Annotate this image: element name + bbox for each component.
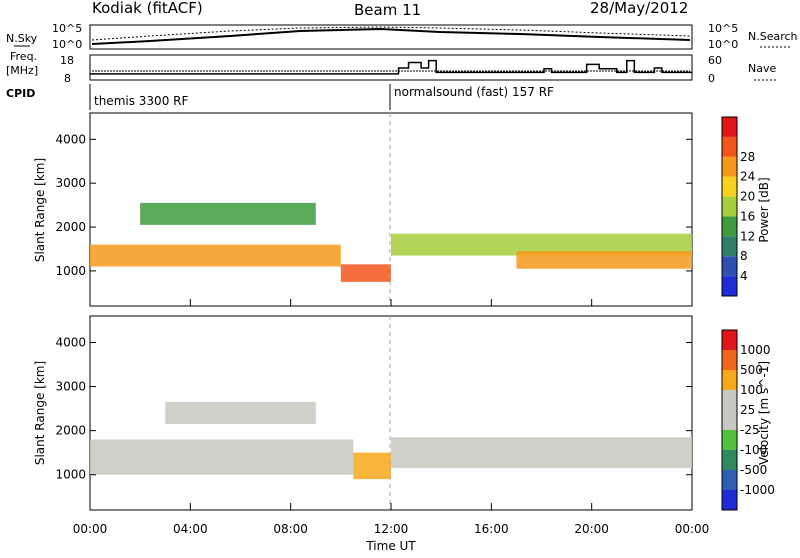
noise-rtick-top: 10^5 <box>708 22 738 35</box>
n-search-label: N.Search <box>748 30 798 43</box>
velocity-colorbar: 1000 500 100 25 -25 -100 -500 -1000 Velocity [m… <box>721 329 775 511</box>
n-sky-label: N.Sky <box>6 32 38 45</box>
power-band-1 <box>340 264 391 282</box>
date-label: 28/May/2012 <box>590 0 688 17</box>
power-cbar-cell-0 <box>722 276 737 296</box>
velocity-ytick-label-0: 1000 <box>55 468 86 482</box>
power-band-0 <box>90 244 341 267</box>
power-ytick-label-2: 3000 <box>55 176 86 190</box>
cpid-mode-left: themis 3300 RF <box>94 94 188 108</box>
velocity-ytick-label-2: 3000 <box>55 380 86 394</box>
power-cbar-cell-8 <box>722 117 737 137</box>
power-ytick-label-0: 1000 <box>55 264 86 278</box>
velocity-cbar-tick-0: 1000 <box>740 343 771 357</box>
noise-sky-line <box>91 27 691 45</box>
time-axis: 00:00 04:00 08:00 12:00 16:00 20:00 00:00 <box>73 299 710 536</box>
velocity-cbar-tick-7: -1000 <box>740 483 775 497</box>
nave-rtick-top: 60 <box>708 54 722 67</box>
noise-panel: N.Sky 10^5 10^0 10^5 10^0 N.Search <box>6 22 798 51</box>
velocity-cbar-tick-2: 100 <box>740 383 763 397</box>
velocity-band-1 <box>165 401 316 425</box>
power-cbar-frame <box>721 116 738 297</box>
velocity-cbar-tick-1: 500 <box>740 363 763 377</box>
velocity-cbar-tick-3: 25 <box>740 403 755 417</box>
velocity-cbar-cell-1 <box>722 470 737 490</box>
power-cbar-tick-6: 28 <box>740 150 755 164</box>
velocity-cbar-cell-4 <box>722 410 737 430</box>
power-cbar-tick-2: 12 <box>740 229 755 243</box>
power-cbar-cell-7 <box>722 136 737 157</box>
nave-label: Nave <box>748 62 776 75</box>
power-cbar-tick-1: 8 <box>740 249 748 263</box>
power-band-3 <box>391 233 692 256</box>
velocity-cbar-tick-5: -100 <box>740 443 767 457</box>
velocity-cbar-cell-0 <box>722 490 737 510</box>
power-cbar-cell-3 <box>722 216 737 237</box>
station-title: Kodiak (fitACF) <box>92 0 203 17</box>
velocity-cbar-cell-5 <box>722 390 737 410</box>
power-cbar-tick-3: 16 <box>740 209 755 223</box>
noise-rtick-bottom: 10^0 <box>708 38 738 51</box>
velocity-cbar-cell-3 <box>722 430 737 450</box>
power-ytick-label-1: 2000 <box>55 220 86 234</box>
velocity-cbar-label: Velocity [m s^-1] <box>757 361 771 465</box>
xtick-label-2: 08:00 <box>273 522 308 536</box>
xtick-label-4: 16:00 <box>474 522 509 536</box>
velocity-band-3 <box>391 437 692 469</box>
power-cbar-tick-0: 4 <box>740 269 748 283</box>
velocity-cbar-tick-4: -25 <box>740 423 760 437</box>
power-colorbar: 4 8 12 16 20 24 28 Power [dB] <box>721 116 771 297</box>
freq-ytick-top: 18 <box>60 54 74 67</box>
power-cbar-label: Power [dB] <box>757 177 771 242</box>
velocity-cbar-cell-7 <box>722 350 737 370</box>
power-cbar-tick-5: 24 <box>740 170 755 184</box>
power-cbar-tick-4: 20 <box>740 190 755 204</box>
velocity-band-2 <box>353 452 391 480</box>
cpid-mode-right: normalsound (fast) 157 RF <box>394 85 554 99</box>
cpid-bar: CPID themis 3300 RF normalsound (fast) 1… <box>6 84 554 110</box>
velocity-ylabel: Slant Range [km] <box>33 361 47 465</box>
power-ylabel: Slant Range [km] <box>33 158 47 262</box>
freq-panel: Freq. [MHz] 18 8 60 0 Nave <box>6 50 778 85</box>
beam-label: Beam 11 <box>354 1 421 19</box>
xaxis-label: Time UT <box>365 539 416 553</box>
xtick-label-5: 20:00 <box>574 522 609 536</box>
power-panel: 1000 2000 3000 4000 Slant Range [km] <box>33 112 693 307</box>
velocity-panel: 1000 2000 3000 4000 Slant Range [km] <box>33 315 693 511</box>
power-cbar-cell-1 <box>722 256 737 277</box>
cpid-label: CPID <box>6 87 35 100</box>
velocity-band-0 <box>90 439 354 475</box>
nave-line <box>90 59 692 75</box>
velocity-cbar-cell-8 <box>722 330 737 350</box>
power-cbar-cell-5 <box>722 176 737 197</box>
freq-ytick-bottom: 8 <box>64 72 71 85</box>
power-cbar-cell-4 <box>722 196 737 217</box>
nave-rtick-bottom: 0 <box>708 72 715 85</box>
power-cbar-cell-6 <box>722 156 737 177</box>
xtick-label-6: 00:00 <box>675 522 710 536</box>
xtick-label-0: 00:00 <box>73 522 108 536</box>
noise-search-line <box>91 26 691 41</box>
power-ytick-label-3: 4000 <box>55 132 86 146</box>
xtick-label-3: 12:00 <box>374 522 409 536</box>
power-band-2 <box>140 202 316 225</box>
power-band-4 <box>516 251 692 269</box>
velocity-cbar-tick-6: -500 <box>740 463 767 477</box>
velocity-cbar-frame <box>721 329 738 511</box>
velocity-ytick-label-1: 2000 <box>55 424 86 438</box>
xtick-label-1: 04:00 <box>173 522 208 536</box>
freq-label: Freq. <box>10 50 37 63</box>
noise-ytick-bottom: 10^0 <box>52 38 82 51</box>
velocity-cbar-cell-2 <box>722 450 737 470</box>
velocity-cbar-cell-6 <box>722 370 737 390</box>
power-cbar-cell-2 <box>722 236 737 257</box>
velocity-ytick-label-3: 4000 <box>55 335 86 349</box>
freq-unit-label: [MHz] <box>6 64 38 77</box>
noise-ytick-top: 10^5 <box>52 22 82 35</box>
